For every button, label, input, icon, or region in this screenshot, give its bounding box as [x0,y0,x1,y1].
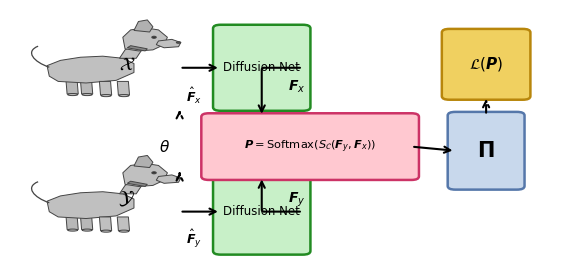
Polygon shape [156,175,181,183]
Polygon shape [134,155,153,168]
Polygon shape [81,80,93,94]
Polygon shape [117,81,129,95]
FancyBboxPatch shape [213,25,310,111]
Polygon shape [127,46,148,51]
Text: $\boldsymbol{\Pi}$: $\boldsymbol{\Pi}$ [477,141,495,161]
Text: Diffusion Net: Diffusion Net [223,205,300,218]
Ellipse shape [101,95,111,97]
Polygon shape [81,216,93,230]
Polygon shape [47,192,134,219]
Polygon shape [123,28,168,51]
Polygon shape [119,180,142,194]
Text: $\boldsymbol{F}_x$: $\boldsymbol{F}_x$ [288,79,306,95]
FancyBboxPatch shape [447,112,524,190]
Polygon shape [99,81,112,95]
Ellipse shape [82,93,92,96]
Ellipse shape [176,42,181,43]
Text: $\hat{\boldsymbol{F}}_x$: $\hat{\boldsymbol{F}}_x$ [186,85,202,106]
Text: $\mathcal{X}$: $\mathcal{X}$ [119,55,135,74]
Ellipse shape [101,230,111,232]
Text: $\mathcal{L}(\boldsymbol{P})$: $\mathcal{L}(\boldsymbol{P})$ [469,55,503,73]
FancyBboxPatch shape [213,168,310,255]
Polygon shape [47,56,134,83]
Ellipse shape [176,177,181,179]
Text: $\theta$: $\theta$ [159,139,171,155]
Polygon shape [156,39,181,48]
Ellipse shape [68,93,78,96]
Polygon shape [66,80,78,94]
Ellipse shape [119,95,129,97]
Polygon shape [127,181,148,187]
Text: $\mathcal{Y}$: $\mathcal{Y}$ [118,188,135,208]
Text: $\boldsymbol{F}_y$: $\boldsymbol{F}_y$ [288,190,306,209]
FancyBboxPatch shape [442,29,530,100]
Polygon shape [66,216,78,230]
Ellipse shape [68,229,78,231]
FancyBboxPatch shape [201,113,419,180]
Ellipse shape [152,172,156,174]
Ellipse shape [152,36,156,38]
Ellipse shape [82,229,92,231]
Polygon shape [134,20,153,32]
Ellipse shape [119,230,129,232]
Polygon shape [123,163,168,187]
Text: Diffusion Net: Diffusion Net [223,61,300,74]
Polygon shape [99,217,112,231]
Text: $\hat{\boldsymbol{F}}_y$: $\hat{\boldsymbol{F}}_y$ [186,228,202,250]
Text: $\boldsymbol{P} = \mathrm{Softmax}\left(S_{\mathcal{C}}(\boldsymbol{F}_y, \bolds: $\boldsymbol{P} = \mathrm{Softmax}\left(… [244,138,376,155]
Polygon shape [117,217,129,231]
Polygon shape [119,45,142,58]
